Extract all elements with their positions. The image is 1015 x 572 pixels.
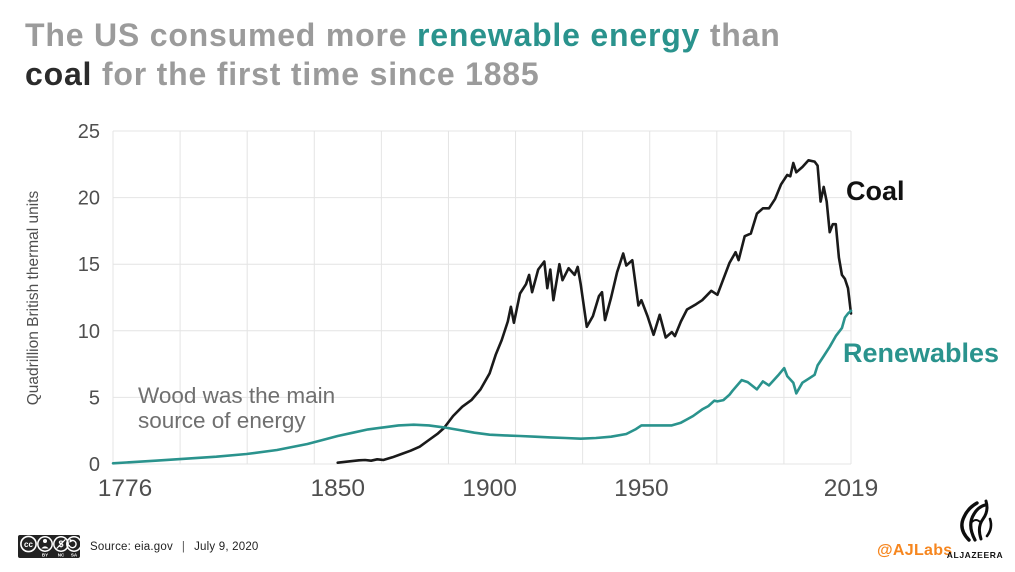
- cc-sa-icon: [66, 536, 80, 552]
- y-tick-label: 15: [78, 254, 100, 276]
- aljazeera-brand: ALJAZEERA: [946, 498, 1004, 560]
- cc-by-icon: [37, 536, 53, 552]
- coal-series-label: Coal: [846, 176, 905, 206]
- cc-nc-icon: $: [53, 536, 69, 552]
- footer-left: cc $ BY NC SA So: [18, 534, 259, 559]
- title-segment-muted: The US consumed more: [25, 17, 417, 53]
- publish-date: July 9, 2020: [194, 540, 259, 553]
- x-tick-label: 1900: [462, 475, 517, 502]
- cc-nc-label: NC: [58, 553, 65, 558]
- cc-by-label: BY: [42, 553, 48, 558]
- y-tick-label: 25: [78, 121, 100, 143]
- renewables-line: [111, 309, 853, 465]
- y-axis-title: Quadrillion British thermal units: [25, 191, 42, 406]
- y-tick-label: 5: [89, 387, 100, 409]
- x-tick-label: 1850: [310, 475, 365, 502]
- svg-text:cc: cc: [24, 540, 33, 549]
- cc-sa-label: SA: [71, 553, 78, 558]
- aljazeera-logo-icon: [960, 499, 993, 542]
- y-tick-label: 10: [78, 321, 100, 343]
- title-segment-accent: renewable energy: [417, 17, 701, 53]
- y-tick-label: 20: [78, 188, 100, 210]
- renewables-series-label: Renewables: [843, 338, 999, 368]
- page-title-line-2: coal for the first time since 1885: [25, 55, 781, 94]
- title-segment-muted: than: [700, 17, 781, 53]
- separator: |: [181, 540, 186, 553]
- y-tick-label: 0: [89, 454, 100, 476]
- source-label: Source: eia.gov: [90, 540, 173, 553]
- title-segment-muted: for the first time since 1885: [92, 56, 540, 92]
- page-title: The US consumed more renewable energy th…: [25, 16, 781, 94]
- aljazeera-wordmark: ALJAZEERA: [946, 550, 1004, 560]
- cc-license-badge: cc $ BY NC SA: [18, 535, 80, 558]
- x-tick-label: 1776: [98, 475, 153, 502]
- title-segment-dark: coal: [25, 56, 93, 92]
- ajlabs-credit: @AJLabs: [877, 542, 953, 559]
- page-title-line-1: The US consumed more renewable energy th…: [25, 16, 781, 55]
- wood-annotation: Wood was the main: [138, 383, 335, 408]
- coal-line: [336, 159, 853, 465]
- source-line: Source: eia.gov | July 9, 2020: [90, 541, 259, 553]
- x-tick-label: 1950: [614, 475, 669, 502]
- x-tick-label: 2019: [824, 475, 879, 502]
- wood-annotation: source of energy: [138, 408, 306, 433]
- cc-icon: cc: [20, 535, 37, 553]
